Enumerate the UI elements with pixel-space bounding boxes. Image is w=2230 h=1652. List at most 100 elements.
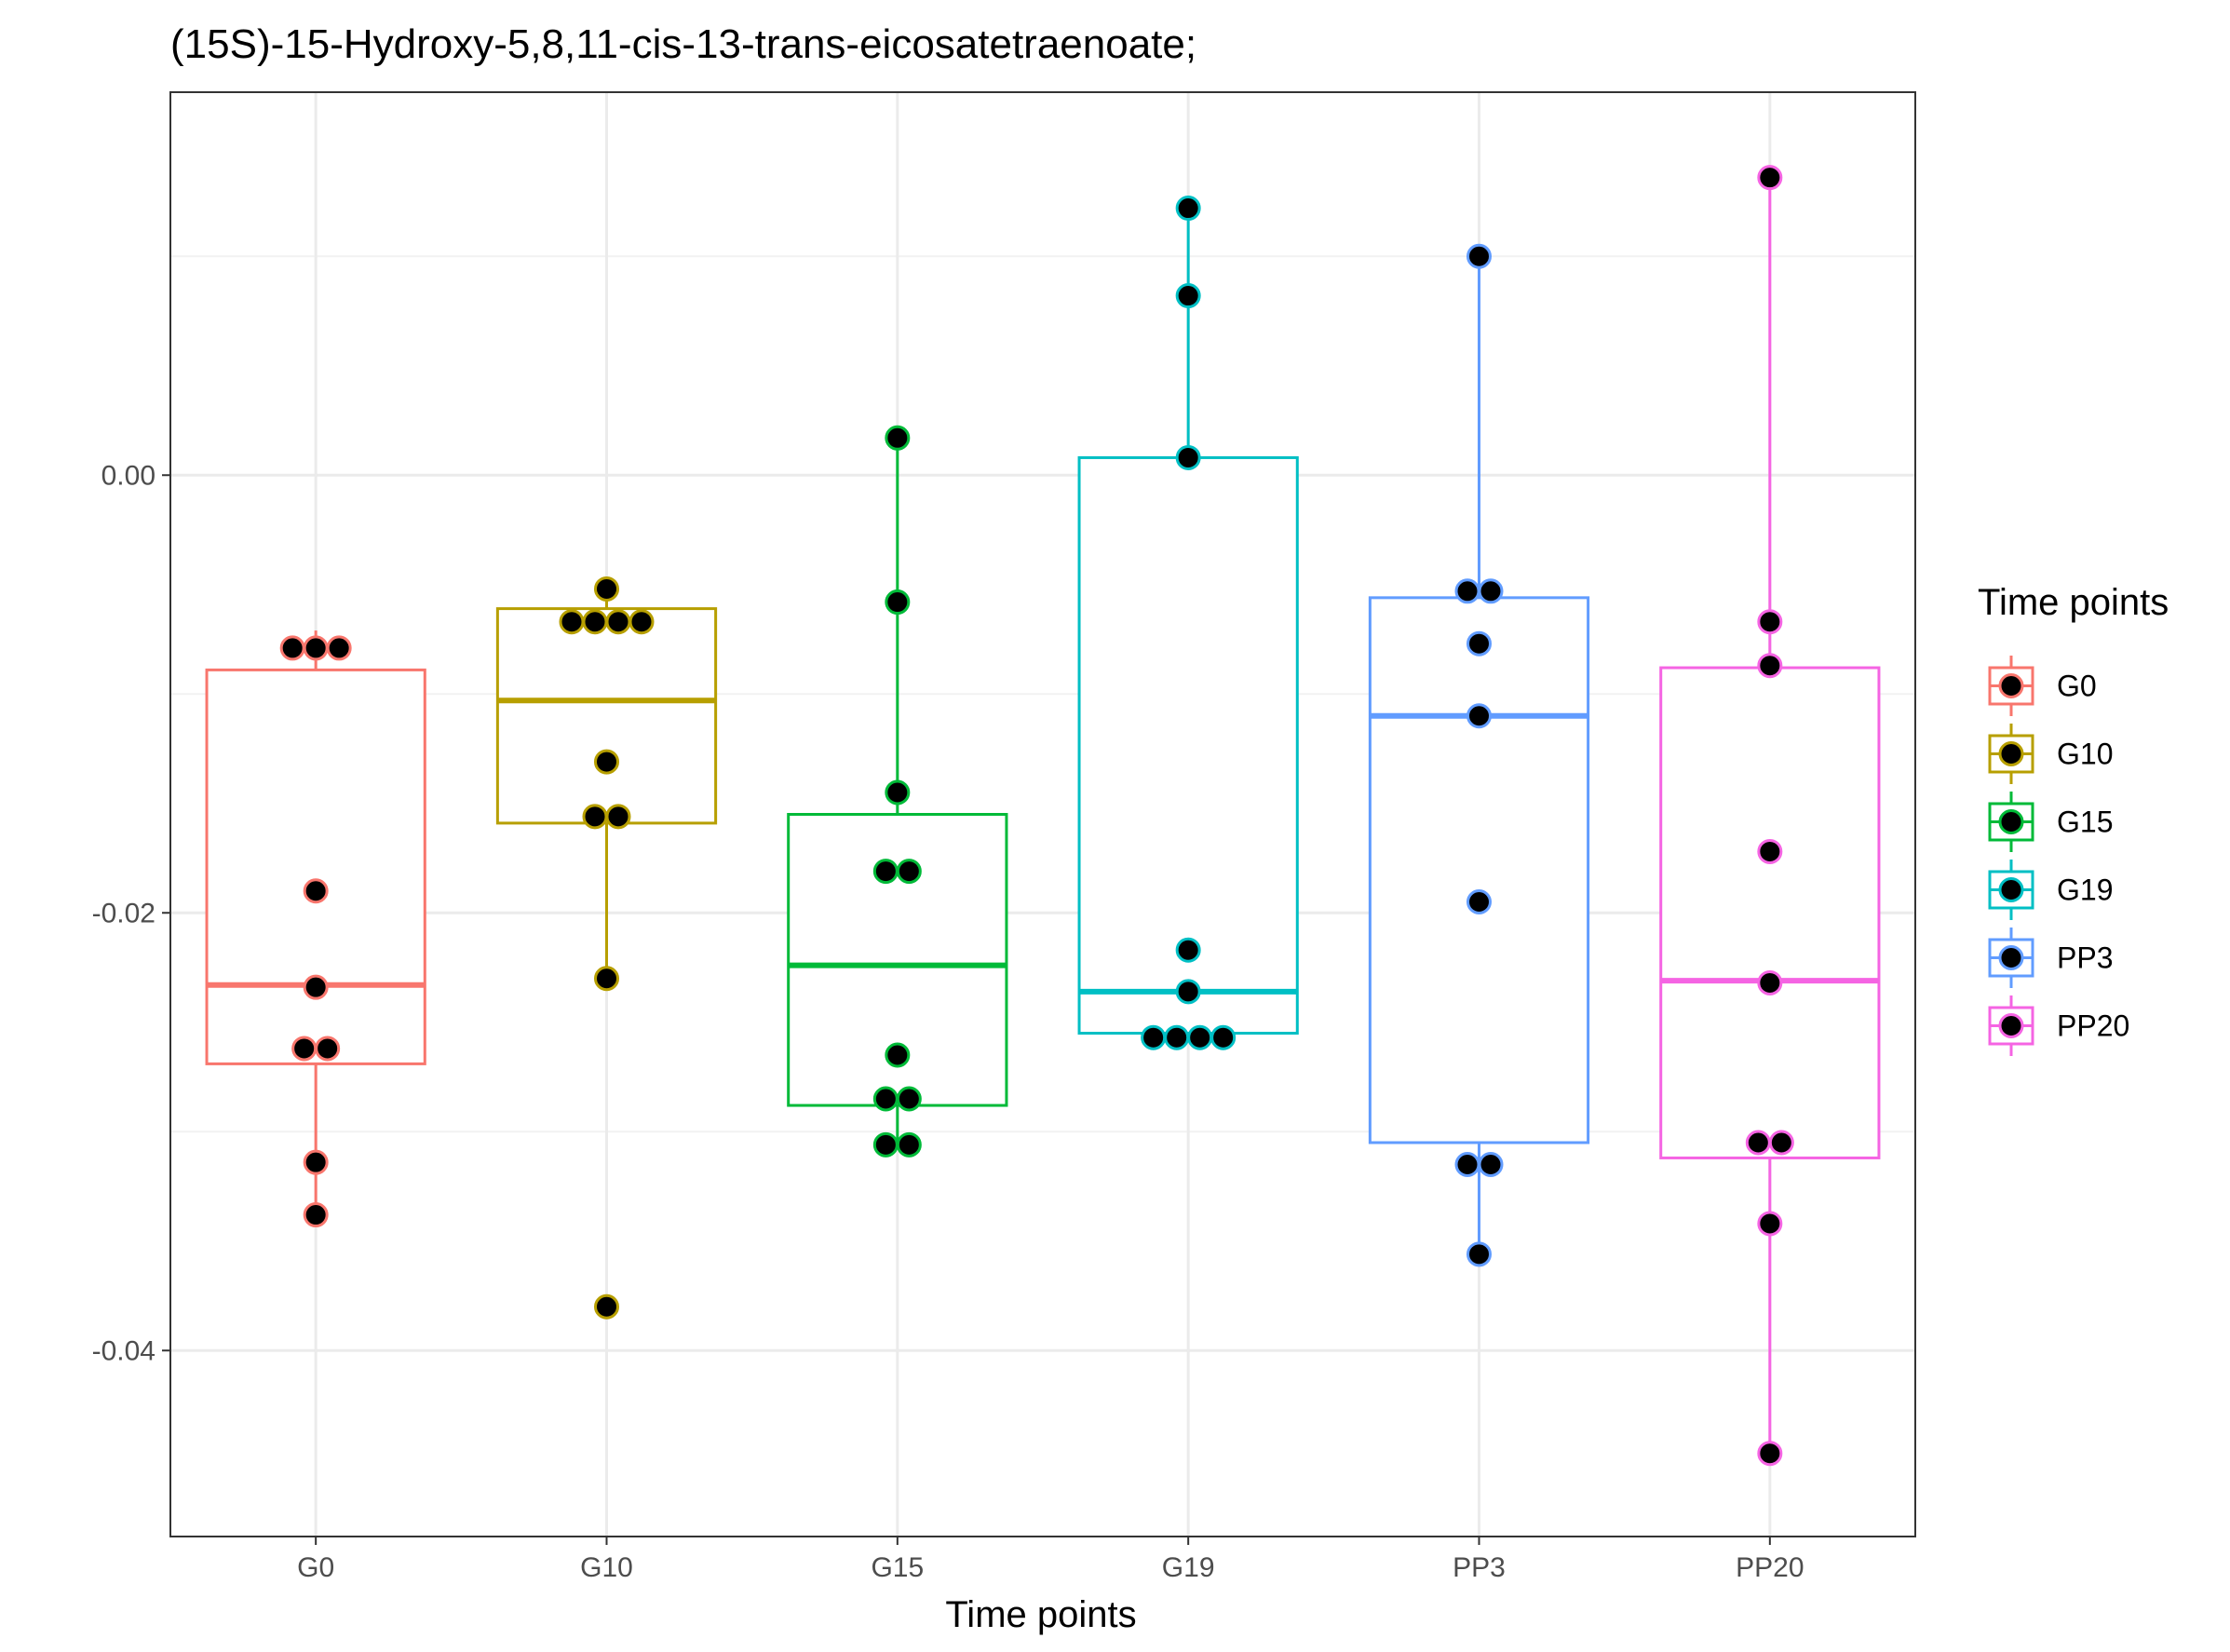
box-iqr <box>205 668 426 1065</box>
point-PP3 <box>1466 1241 1492 1267</box>
legend-point <box>1998 809 2024 834</box>
point-PP3 <box>1466 243 1492 269</box>
point-PP20 <box>1757 838 1783 864</box>
y-tick-label: -0.04 <box>92 1335 155 1366</box>
legend-key-PP20: PP20 <box>1988 995 2129 1056</box>
point-G19 <box>1175 283 1201 309</box>
point-G10 <box>605 609 631 635</box>
point-G0 <box>303 635 329 661</box>
boxes <box>205 177 1881 1452</box>
point-PP20 <box>1757 1211 1783 1237</box>
x-tick-label: PP3 <box>1453 1552 1506 1583</box>
point-G15 <box>872 1086 899 1112</box>
point-G19 <box>1187 1024 1213 1050</box>
legend: Time points G0 G10 G15 G19 PP3 PP20 <box>1978 582 2169 1056</box>
point-PP3 <box>1478 1152 1504 1177</box>
point-G0 <box>303 1149 329 1175</box>
legend-point <box>1998 741 2024 766</box>
box-iqr <box>1077 455 1299 1035</box>
legend-point <box>1998 673 2024 698</box>
point-G15 <box>885 425 911 451</box>
point-G15 <box>885 589 911 616</box>
point-G15 <box>885 1042 911 1068</box>
box-PP20 <box>1659 177 1881 1452</box>
legend-label: G0 <box>2057 670 2097 703</box>
legend-point <box>1998 1013 2024 1038</box>
point-G10 <box>559 609 585 635</box>
point-G10 <box>628 609 655 635</box>
point-PP20 <box>1757 1441 1783 1467</box>
point-G10 <box>594 749 619 775</box>
point-PP20 <box>1745 1130 1771 1156</box>
point-G19 <box>1175 979 1201 1005</box>
legend-label: PP20 <box>2057 1009 2129 1043</box>
x-tick-label: PP20 <box>1736 1552 1804 1583</box>
x-axis-title: Time points <box>945 1594 1136 1635</box>
legend-label: G15 <box>2057 806 2113 839</box>
point-G19 <box>1210 1024 1237 1050</box>
point-PP20 <box>1757 653 1783 679</box>
point-PP20 <box>1757 609 1783 635</box>
point-G19 <box>1175 444 1201 470</box>
point-G0 <box>291 1036 318 1062</box>
point-G0 <box>303 1202 329 1228</box>
point-PP20 <box>1757 969 1783 995</box>
point-PP3 <box>1466 703 1492 729</box>
point-G0 <box>303 974 329 1000</box>
point-G15 <box>896 859 922 885</box>
point-G0 <box>279 635 305 661</box>
legend-point <box>1998 877 2024 902</box>
box-iqr <box>1659 666 1881 1159</box>
point-G15 <box>872 859 899 885</box>
point-G19 <box>1175 196 1201 222</box>
point-G15 <box>885 779 911 806</box>
chart-title: (15S)-15-Hydroxy-5,8,11-cis-13-trans-eic… <box>170 21 1196 67</box>
legend-point <box>1998 945 2024 970</box>
point-G10 <box>594 1293 619 1320</box>
x-tick-label: G19 <box>1162 1552 1215 1583</box>
point-PP3 <box>1466 889 1492 914</box>
point-G10 <box>605 804 631 830</box>
point-PP3 <box>1466 630 1492 657</box>
point-G19 <box>1141 1024 1167 1050</box>
point-PP3 <box>1454 1152 1480 1177</box>
y-tick-label: 0.00 <box>101 460 155 491</box>
legend-label: G19 <box>2057 873 2113 907</box>
point-PP3 <box>1478 578 1504 604</box>
legend-label: G10 <box>2057 738 2113 771</box>
point-G19 <box>1175 937 1201 963</box>
point-G10 <box>582 804 608 830</box>
point-G10 <box>594 966 619 992</box>
plot-panel-border <box>169 91 1916 1537</box>
legend-key-G15: G15 <box>1988 792 2113 852</box>
legend-key-G10: G10 <box>1988 724 2113 784</box>
point-G15 <box>896 1131 922 1158</box>
box-G19 <box>1077 208 1299 1038</box>
point-G10 <box>582 609 608 635</box>
axis-ticks: 0.00 -0.02 -0.04 G0 G10 G15 G19 PP3 PP20 <box>92 460 1804 1583</box>
legend-title: Time points <box>1978 582 2169 623</box>
x-tick-label: G0 <box>297 1552 334 1583</box>
box-PP3 <box>1368 256 1590 1253</box>
point-PP20 <box>1768 1130 1794 1156</box>
x-tick-label: G15 <box>871 1552 924 1583</box>
x-tick-label: G10 <box>580 1552 633 1583</box>
box-iqr <box>495 607 718 825</box>
point-PP20 <box>1757 165 1783 191</box>
point-G15 <box>872 1131 899 1158</box>
point-PP3 <box>1454 578 1480 604</box>
legend-key-G0: G0 <box>1988 656 2097 716</box>
point-G0 <box>315 1036 341 1062</box>
point-G0 <box>303 878 329 904</box>
point-G19 <box>1164 1024 1190 1050</box>
legend-key-PP3: PP3 <box>1988 928 2113 988</box>
legend-label: PP3 <box>2057 941 2113 975</box>
point-G10 <box>594 575 619 602</box>
legend-key-G19: G19 <box>1988 860 2113 920</box>
point-G0 <box>326 635 352 661</box>
box-iqr <box>1368 596 1590 1144</box>
data-points <box>279 165 1794 1467</box>
y-tick-label: -0.02 <box>92 898 155 928</box>
point-G15 <box>896 1086 922 1112</box>
